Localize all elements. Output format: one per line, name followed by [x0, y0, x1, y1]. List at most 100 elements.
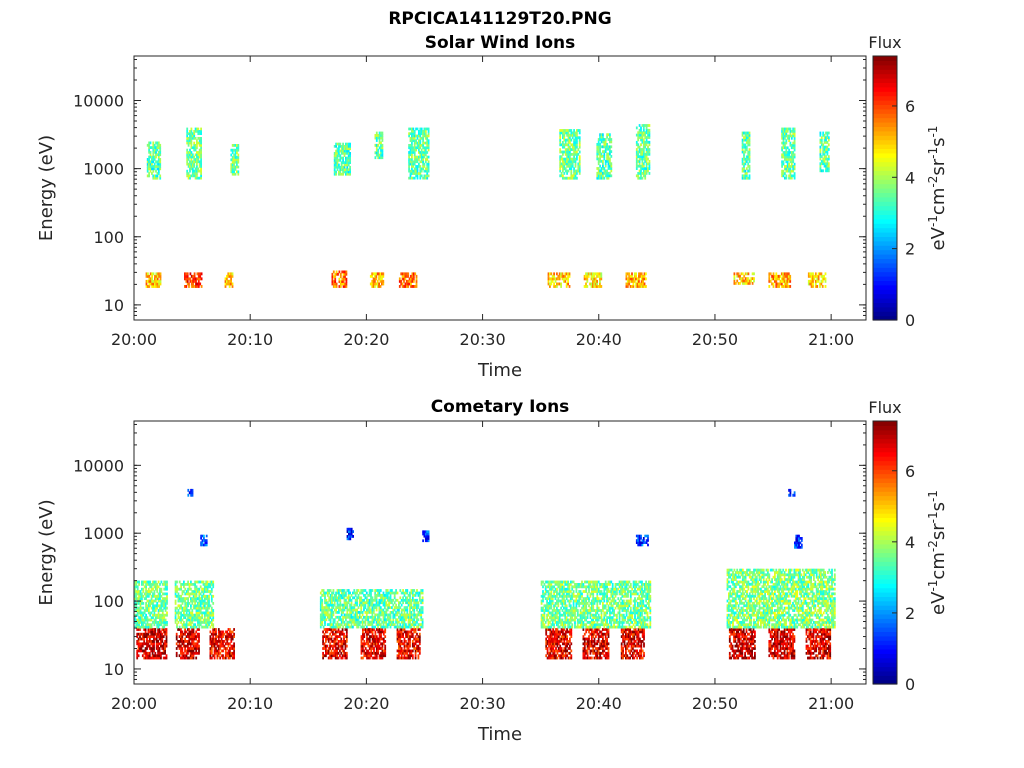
- flux-cell: [379, 272, 382, 276]
- flux-cell: [349, 170, 351, 174]
- flux-cell: [343, 640, 345, 643]
- flux-cell: [560, 640, 563, 643]
- flux-cell: [370, 635, 373, 638]
- flux-cell: [566, 148, 568, 151]
- flux-cell: [596, 150, 599, 153]
- flux-cell: [602, 162, 604, 166]
- flux-cell: [375, 649, 378, 653]
- flux-cell: [419, 134, 422, 138]
- flux-cell: [566, 143, 568, 147]
- flux-cell: [368, 630, 371, 634]
- flux-cell: [419, 153, 422, 157]
- flux-cell: [648, 164, 651, 168]
- flux-cell: [812, 628, 815, 631]
- flux-cell: [157, 146, 160, 149]
- flux-cell: [626, 635, 629, 638]
- flux-cell: [642, 150, 645, 154]
- flux-cluster: [807, 272, 827, 288]
- flux-cell: [236, 146, 238, 150]
- flux-cell: [152, 282, 155, 286]
- flux-cell: [596, 171, 599, 175]
- flux-cell: [596, 649, 599, 653]
- flux-cell: [233, 163, 235, 166]
- flux-cell: [744, 157, 747, 161]
- flux-cell: [423, 155, 426, 159]
- flux-cell: [420, 155, 423, 159]
- flux-cell: [771, 277, 773, 281]
- flux-cell: [381, 630, 384, 634]
- flux-cell: [338, 165, 340, 169]
- flux-cell: [136, 613, 139, 617]
- flux-cell: [563, 133, 566, 137]
- flux-cell: [816, 279, 819, 283]
- flux-cell: [374, 640, 377, 643]
- flux-cell: [412, 279, 415, 283]
- flux-cell: [638, 277, 640, 281]
- flux-cell: [374, 656, 377, 660]
- flux-cell: [607, 152, 610, 156]
- flux-cell: [819, 150, 822, 154]
- flux-cell: [790, 137, 793, 140]
- flux-cell: [396, 654, 399, 658]
- flux-cell: [237, 146, 240, 150]
- flux-cell: [368, 640, 371, 643]
- flux-cell: [785, 158, 788, 161]
- flux-cell: [790, 151, 793, 154]
- flux-cell: [333, 161, 336, 164]
- flux-cell: [593, 637, 596, 641]
- flux-cell: [377, 628, 380, 631]
- flux-cell: [567, 279, 569, 283]
- flux-cell: [156, 172, 159, 175]
- flux-cell: [412, 162, 415, 166]
- flux-cell: [557, 654, 560, 658]
- flux-cell: [586, 651, 589, 655]
- flux-cell: [327, 628, 330, 631]
- flux-cell: [600, 140, 603, 144]
- flux-cell: [738, 644, 741, 648]
- flux-cell: [323, 654, 326, 658]
- flux-cell: [375, 628, 378, 631]
- flux-cell: [346, 168, 349, 171]
- flux-cell: [418, 628, 421, 631]
- flux-cell: [378, 141, 381, 145]
- flux-cell: [192, 644, 195, 648]
- flux-cell: [186, 174, 189, 178]
- flux-cell: [196, 160, 198, 164]
- flux-cell: [638, 136, 641, 139]
- flux-cell: [814, 285, 817, 288]
- flux-cell: [423, 176, 426, 180]
- flux-cell: [157, 621, 160, 624]
- flux-cell: [147, 630, 150, 634]
- flux-cell: [375, 148, 378, 152]
- colorbar-segment: [873, 148, 897, 154]
- flux-cell: [189, 654, 192, 658]
- flux-cell: [153, 599, 156, 603]
- flux-cell: [180, 637, 182, 641]
- flux-cell: [647, 169, 649, 173]
- flux-cell: [822, 649, 825, 653]
- flux-cell: [588, 647, 590, 650]
- flux-cell: [332, 628, 334, 631]
- flux-cell: [823, 145, 826, 149]
- flux-cell: [196, 155, 198, 159]
- flux-cell: [143, 621, 146, 624]
- flux-cell: [782, 272, 785, 276]
- flux-cell: [749, 644, 752, 648]
- flux-cell: [740, 277, 743, 280]
- flux-cell: [331, 275, 334, 279]
- flux-cell: [629, 656, 631, 660]
- flux-cell: [340, 644, 343, 648]
- flux-cell: [226, 274, 228, 278]
- flux-cell: [744, 138, 747, 142]
- flux-cell: [748, 169, 751, 173]
- flux-cell: [345, 152, 347, 155]
- flux-cell: [153, 592, 156, 596]
- flux-cell: [642, 169, 645, 173]
- flux-cell: [327, 637, 330, 641]
- flux-cell: [597, 285, 600, 288]
- flux-cell: [334, 647, 337, 650]
- flux-cell: [165, 656, 168, 660]
- flux-cell: [639, 651, 641, 655]
- flux-cell: [375, 282, 378, 286]
- flux-cell: [360, 651, 363, 655]
